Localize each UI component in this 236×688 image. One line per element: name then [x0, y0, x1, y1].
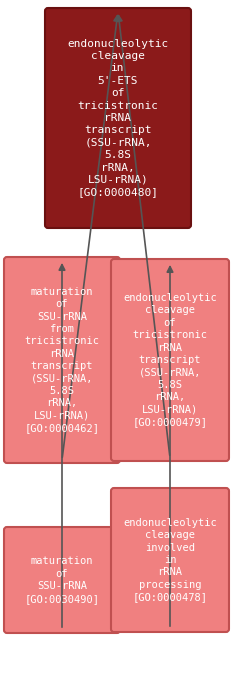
Text: maturation
of
SSU-rRNA
[GO:0030490]: maturation of SSU-rRNA [GO:0030490]	[25, 557, 100, 603]
Text: endonucleolytic
cleavage
in
5'-ETS
of
tricistronic
rRNA
transcript
(SSU-rRNA,
5.: endonucleolytic cleavage in 5'-ETS of tr…	[67, 39, 169, 197]
FancyBboxPatch shape	[45, 8, 191, 228]
FancyBboxPatch shape	[111, 488, 229, 632]
FancyBboxPatch shape	[4, 257, 120, 463]
Text: endonucleolytic
cleavage
of
tricistronic
rRNA
transcript
(SSU-rRNA,
5.8S
rRNA,
L: endonucleolytic cleavage of tricistronic…	[123, 293, 217, 427]
Text: endonucleolytic
cleavage
involved
in
rRNA
processing
[GO:0000478]: endonucleolytic cleavage involved in rRN…	[123, 518, 217, 602]
Text: maturation
of
SSU-rRNA
from
tricistronic
rRNA
transcript
(SSU-rRNA,
5.8S
rRNA,
L: maturation of SSU-rRNA from tricistronic…	[25, 287, 100, 433]
FancyBboxPatch shape	[4, 527, 120, 633]
FancyBboxPatch shape	[111, 259, 229, 461]
